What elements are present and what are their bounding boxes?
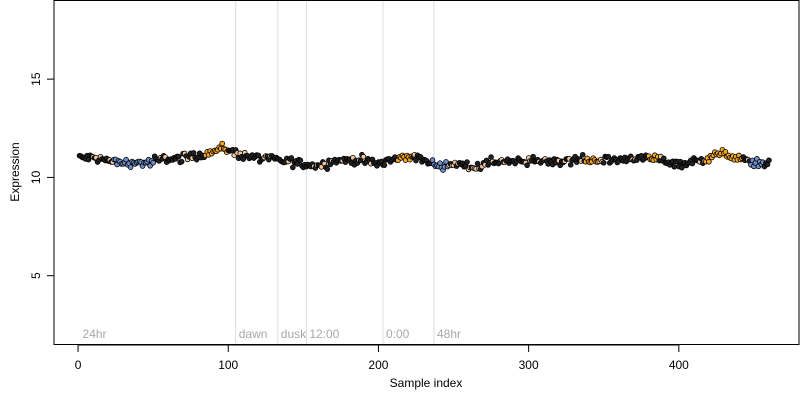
data-point [689, 160, 696, 167]
data-point [579, 151, 586, 158]
data-point [524, 162, 530, 169]
vline-label: dusk [281, 327, 307, 341]
data-point [255, 152, 262, 159]
data-point [150, 159, 156, 166]
annotations: dawn dusk 12:00 0:00 48hr 24hr [83, 327, 462, 341]
x-tick-label: 200 [368, 358, 388, 372]
data-point [357, 157, 364, 164]
x-axis-label: Sample index [390, 376, 463, 390]
data-point [567, 162, 574, 168]
data-point [324, 166, 331, 172]
data-point [175, 153, 182, 160]
data-point [290, 164, 296, 171]
data-point [297, 157, 304, 164]
x-tick-label: 300 [519, 358, 539, 372]
points [76, 140, 772, 173]
data-point [381, 162, 388, 168]
plot-frame [53, 0, 800, 345]
x-tick-label: 400 [669, 358, 689, 372]
data-point [240, 156, 247, 162]
x-tick-label: 0 [75, 358, 82, 372]
data-point [127, 164, 134, 170]
y-tick-label: 15 [29, 72, 43, 86]
data-point [219, 140, 226, 147]
x-tick-label: 100 [218, 358, 238, 372]
y-tick-label: 5 [29, 272, 43, 279]
data-point [178, 158, 185, 165]
data-point [605, 153, 612, 160]
data-point [600, 159, 607, 166]
data-point [464, 159, 470, 165]
data-point [766, 157, 772, 164]
data-point [671, 163, 678, 170]
data-point [123, 156, 129, 163]
data-point [474, 160, 481, 167]
vertical-lines [235, 0, 435, 345]
x-axis: 0 100 200 300 400 [75, 344, 689, 372]
vline-label: 0:00 [386, 327, 410, 341]
vline-label: 12:00 [309, 327, 339, 341]
vline-label: 48hr [437, 327, 461, 341]
data-point [706, 158, 712, 165]
y-axis: 5 10 15 [29, 72, 55, 279]
y-axis-label: Expression [8, 142, 22, 201]
vline-label: dawn [239, 327, 268, 341]
data-point [722, 149, 729, 155]
data-point [360, 153, 367, 160]
data-point [288, 155, 295, 161]
y-tick-label: 10 [29, 170, 43, 184]
data-point [190, 150, 197, 156]
corner-label: 24hr [83, 327, 107, 341]
data-point [530, 153, 536, 160]
